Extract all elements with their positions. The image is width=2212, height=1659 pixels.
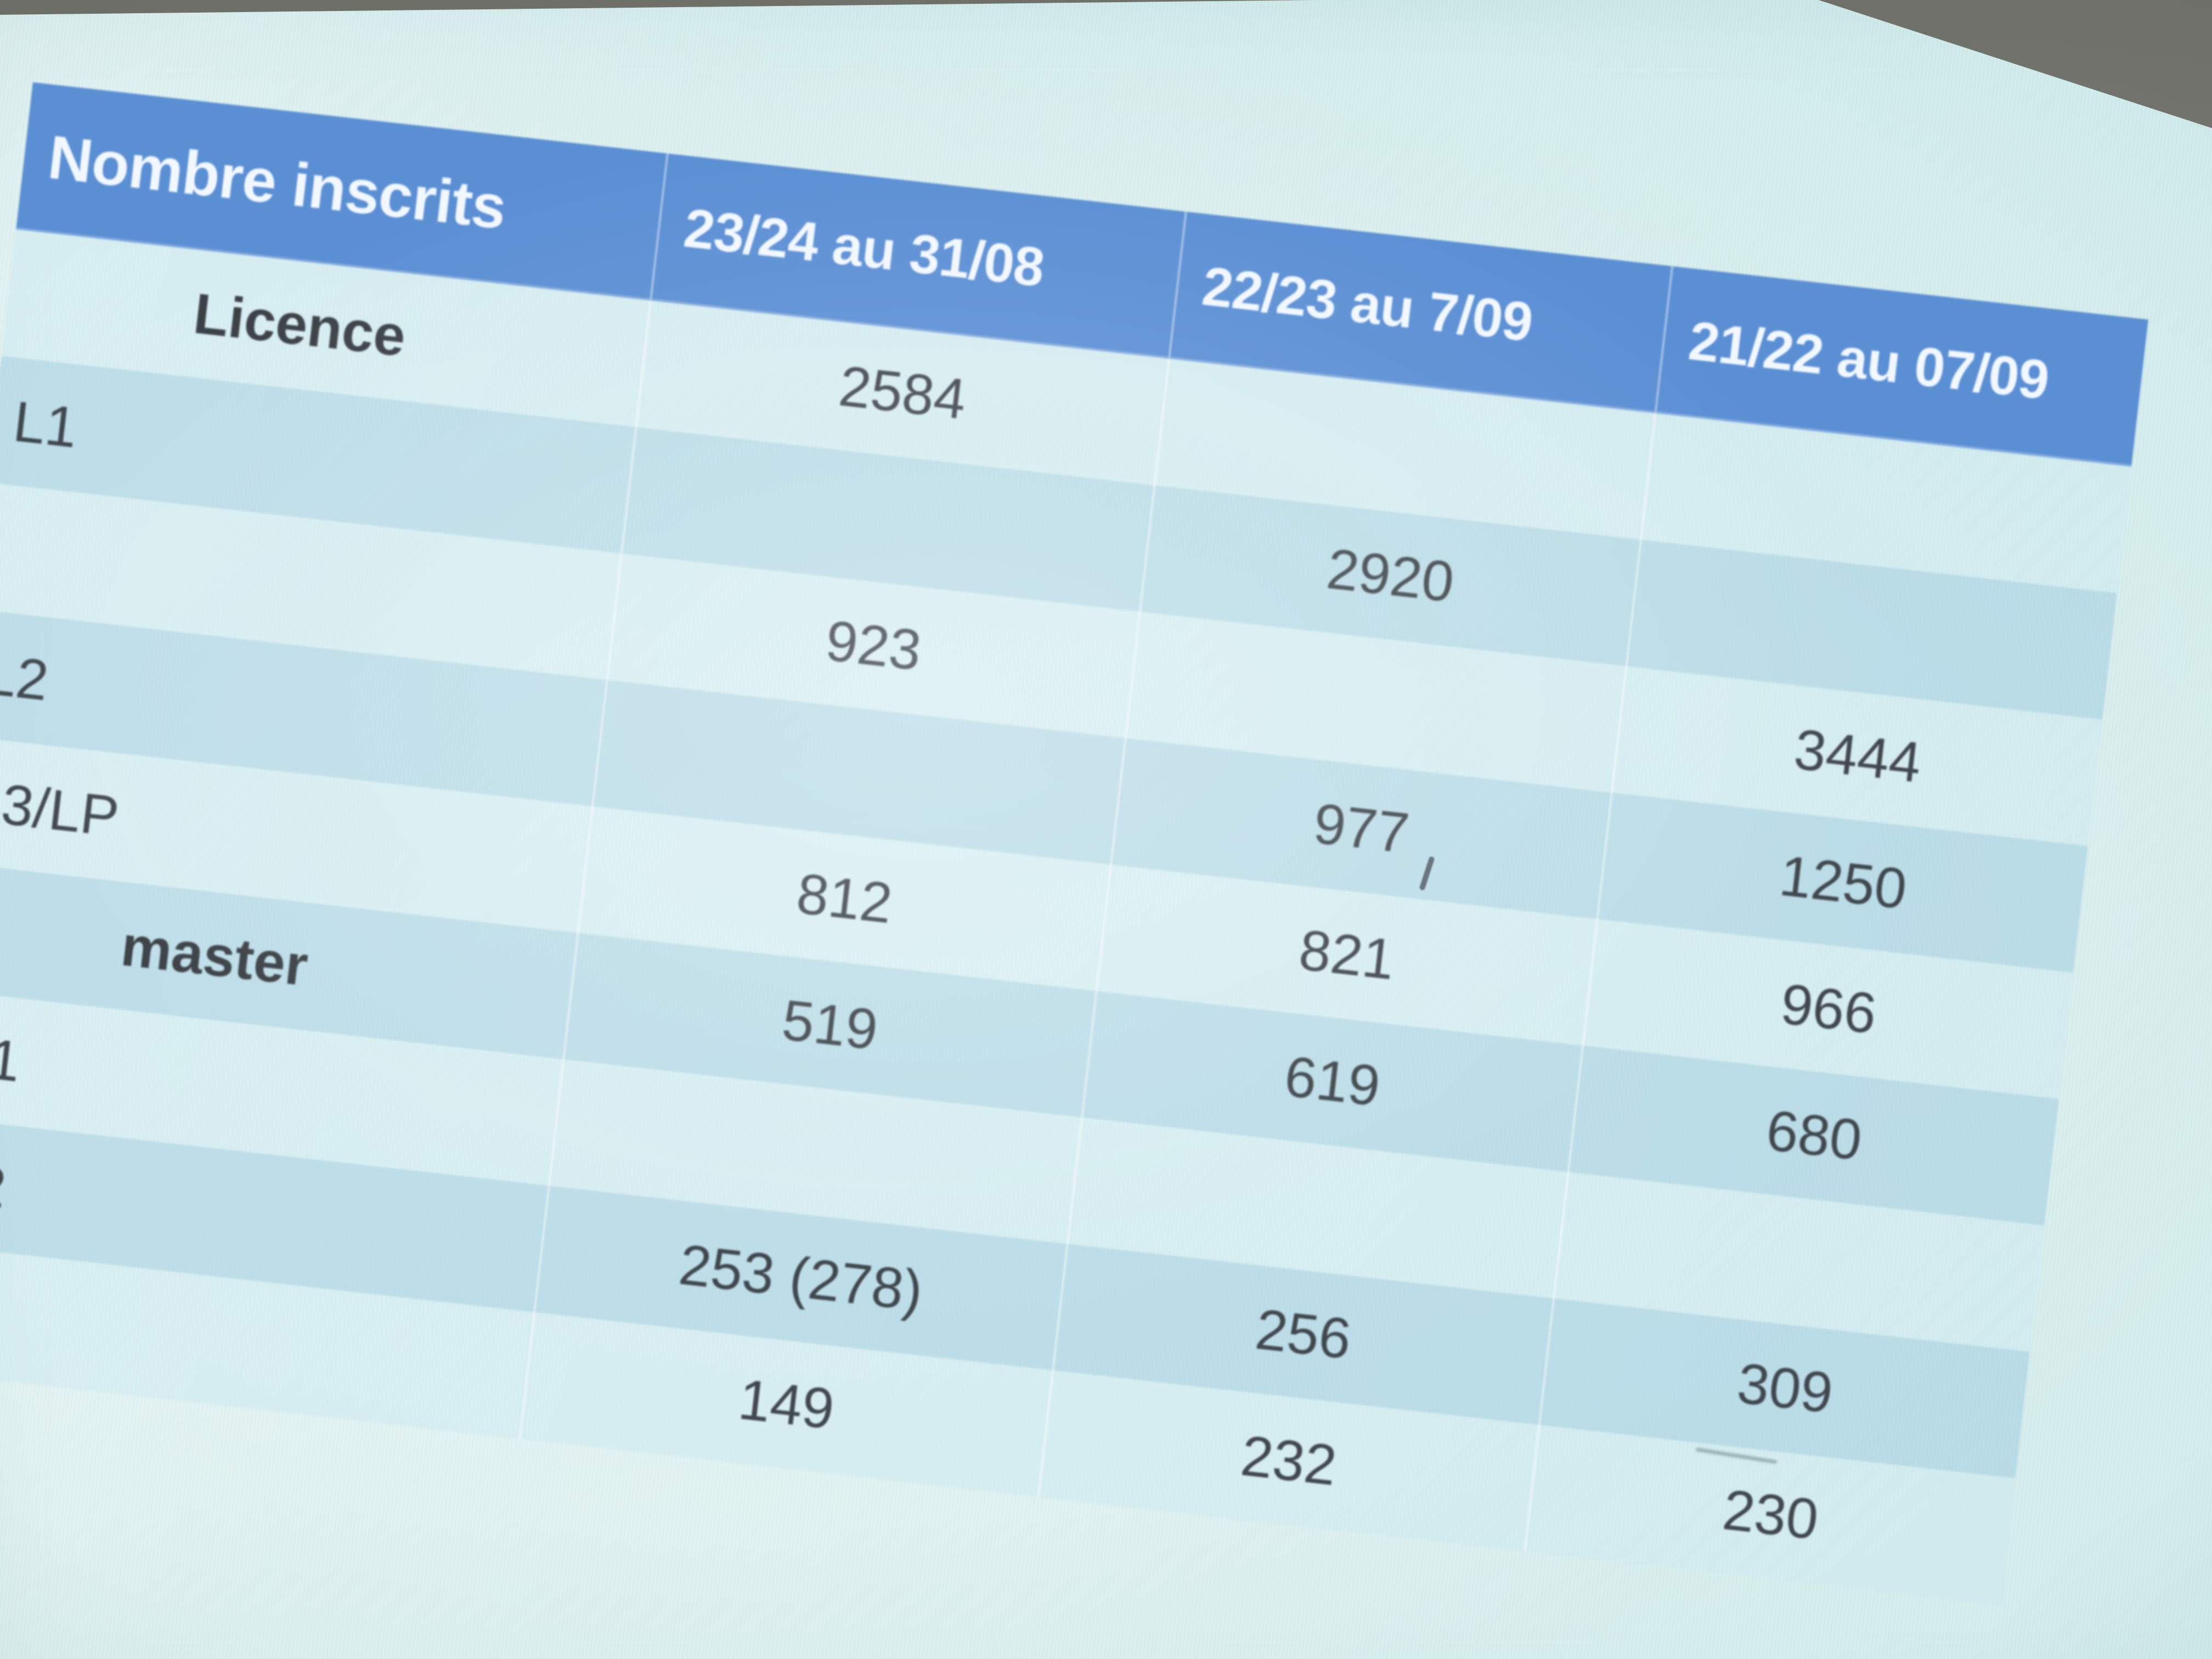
table-body: Licence 2584 L1 2920 923	[0, 229, 2132, 1605]
enrollment-table: Nombre inscrits 23/24 au 31/08 22/23 au …	[0, 82, 2148, 1605]
slide-table-wrapper: Nombre inscrits 23/24 au 31/08 22/23 au …	[0, 82, 2148, 1605]
